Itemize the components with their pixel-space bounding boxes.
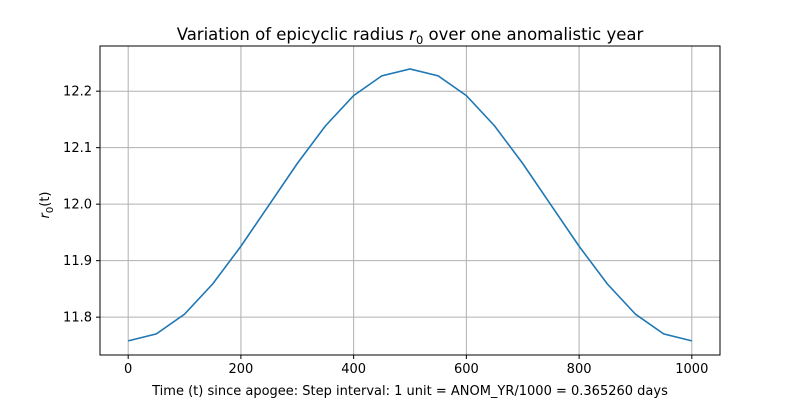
x-tick-label: 400	[341, 362, 366, 377]
plot-frame	[99, 45, 721, 356]
y-axis-label: r0(t)	[38, 192, 56, 219]
chart-title: Variation of epicyclic radius r0 over on…	[177, 25, 644, 47]
plot-area	[127, 68, 693, 342]
x-axis-label: Time (t) since apogee: Step interval: 1 …	[151, 384, 668, 399]
y-tick-label: 11.8	[63, 311, 92, 326]
grid	[100, 46, 720, 355]
x-tick-label: 1000	[675, 362, 708, 377]
y-tick-label: 11.9	[63, 254, 92, 269]
y-tick-label: 12.0	[63, 198, 92, 213]
x-tick-label: 0	[124, 362, 132, 377]
y-tick-label: 12.1	[63, 141, 92, 156]
x-tick-label: 600	[454, 362, 479, 377]
x-tick-label: 800	[567, 362, 592, 377]
y-tick-label: 12.2	[63, 85, 92, 100]
series-line-0	[127, 68, 693, 342]
x-tick-label: 200	[228, 362, 253, 377]
axes: 0 200 400 600 800 1000 11.8 11.9 12.0 12.1 12.2	[63, 45, 721, 377]
